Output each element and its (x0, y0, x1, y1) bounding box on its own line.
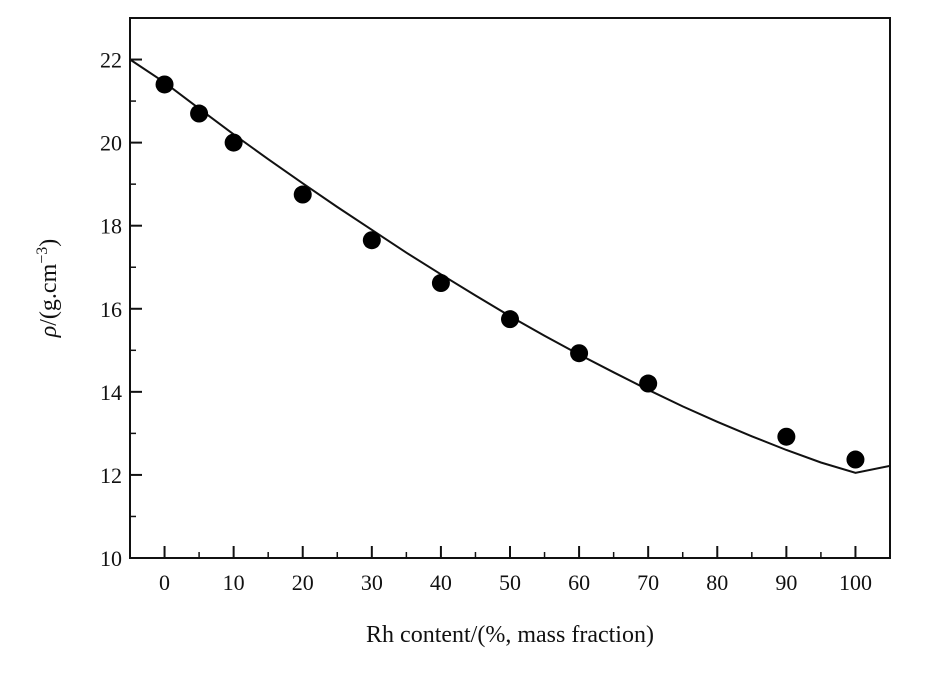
x-tick-label: 10 (223, 570, 245, 595)
x-tick-label: 100 (839, 570, 872, 595)
x-axis-ticks: 0 10 20 30 40 50 60 70 80 90 100 (159, 546, 872, 595)
y-axis-unit-exponent: −3 (34, 247, 51, 264)
data-point (570, 344, 589, 363)
x-axis-title: Rh content/(%, mass fraction) (366, 622, 654, 648)
y-axis-symbol: ρ (36, 326, 62, 339)
x-tick-label: 80 (706, 570, 728, 595)
y-tick-label: 12 (100, 463, 122, 488)
data-point (431, 274, 450, 293)
data-point (777, 427, 796, 446)
data-point (362, 231, 381, 250)
data-point (224, 133, 243, 152)
y-axis-title: ρ/(g.cm−3) (34, 239, 62, 339)
y-tick-label: 14 (100, 380, 122, 405)
y-tick-label: 20 (100, 131, 122, 156)
x-tick-label: 40 (430, 570, 452, 595)
x-tick-label: 90 (775, 570, 797, 595)
y-axis-unit: /(g.cm (36, 263, 62, 325)
fit-curve (129, 58, 891, 474)
y-tick-label: 22 (100, 48, 122, 73)
x-tick-label: 70 (637, 570, 659, 595)
y-tick-label: 16 (100, 297, 122, 322)
y-axis-unit-close: ) (36, 239, 62, 247)
data-point (846, 450, 865, 469)
y-axis-ticks: 10 12 14 16 18 20 22 (100, 48, 142, 571)
data-point (639, 374, 658, 393)
x-tick-label: 30 (361, 570, 383, 595)
x-tick-label: 20 (292, 570, 314, 595)
x-tick-label: 50 (499, 570, 521, 595)
data-point (501, 310, 519, 329)
data-point (155, 75, 174, 94)
data-points (155, 75, 865, 469)
data-point (190, 104, 209, 123)
y-tick-label: 18 (100, 214, 122, 239)
y-tick-label: 10 (100, 546, 122, 571)
plot-frame (129, 17, 891, 559)
data-point (293, 185, 312, 204)
x-tick-label: 60 (568, 570, 590, 595)
x-tick-label: 0 (159, 570, 170, 595)
